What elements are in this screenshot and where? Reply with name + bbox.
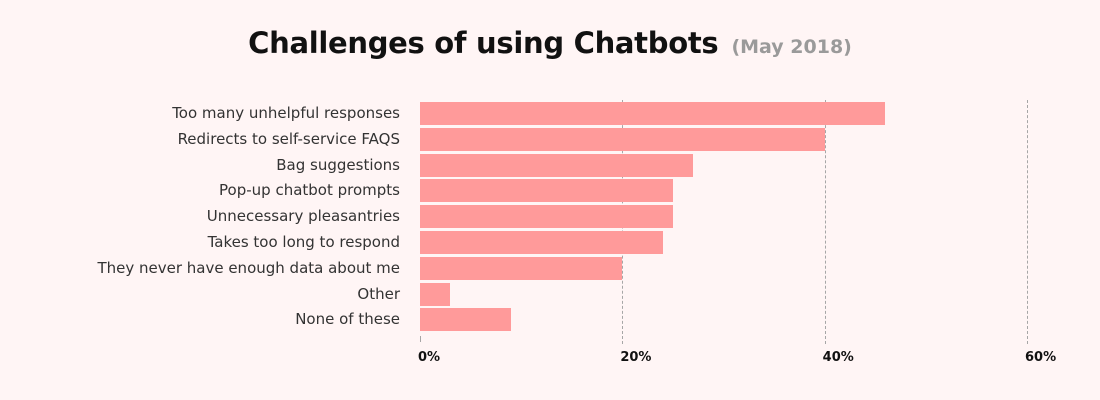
bar bbox=[420, 308, 512, 332]
gridline-0 bbox=[420, 336, 421, 342]
bar bbox=[420, 282, 451, 306]
category-label: None of these bbox=[295, 310, 400, 329]
bar bbox=[420, 231, 663, 254]
category-label: Bag suggestions bbox=[276, 155, 400, 174]
category-label: Unnecessary pleasantries bbox=[206, 207, 400, 226]
x-tick-label: 40% bbox=[822, 350, 854, 365]
category-label: Other bbox=[357, 284, 400, 303]
gridline-60 bbox=[1027, 100, 1028, 344]
chart-title-block: Challenges of using Chatbots (May 2018) bbox=[0, 26, 1100, 60]
category-label: They never have enough data about me bbox=[97, 258, 400, 277]
bar bbox=[420, 179, 673, 203]
chart-title: Challenges of using Chatbots bbox=[248, 26, 719, 60]
category-label: Redirects to self-service FAQS bbox=[177, 129, 400, 148]
category-label: Takes too long to respond bbox=[207, 233, 400, 251]
bar bbox=[420, 205, 673, 229]
bar bbox=[420, 127, 825, 151]
x-tick-label: 60% bbox=[1025, 350, 1057, 365]
chart-subtitle: (May 2018) bbox=[731, 36, 852, 58]
category-label: Pop-up chatbot prompts bbox=[219, 181, 400, 200]
gridline-40 bbox=[824, 100, 826, 344]
x-tick-label: 0% bbox=[418, 350, 441, 365]
bar bbox=[420, 102, 886, 125]
bar bbox=[420, 256, 623, 280]
category-label: Too many unhelpful responses bbox=[172, 104, 400, 122]
x-tick-label: 20% bbox=[620, 350, 652, 365]
bar bbox=[420, 153, 694, 177]
